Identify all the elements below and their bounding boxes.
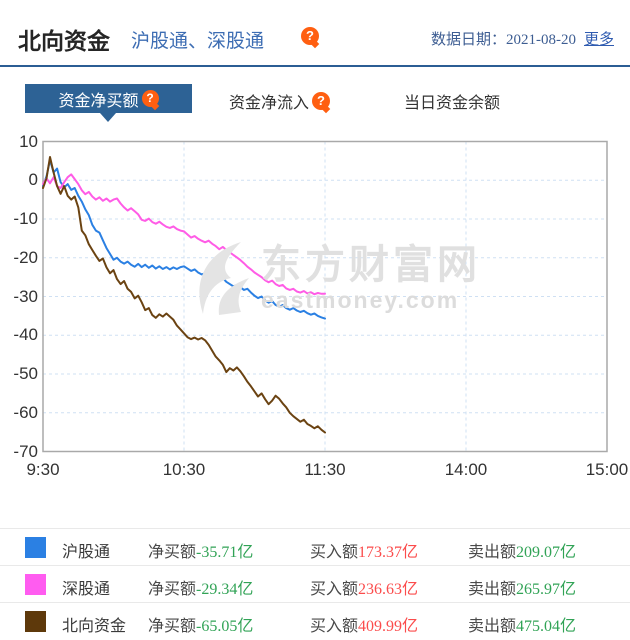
series-line-深股通 (42, 173, 326, 296)
cell-value: 475.04亿 (516, 618, 577, 635)
legend-table: 沪股通 净买额-35.71亿 买入额173.37亿 卖出额209.07亿 深股通 净买额-… (0, 528, 630, 639)
cell-label: 卖出额 (468, 544, 517, 561)
series-line-北向资金 (42, 156, 326, 434)
data-date-label: 数据日期： (430, 31, 506, 48)
cell-value: -65.05亿 (196, 618, 254, 635)
tab-net-buy-help-icon[interactable]: ? (141, 90, 159, 107)
y-tick-label: -70 (13, 441, 38, 461)
y-tick-label: -60 (13, 402, 38, 422)
tab-daily-quota-balance-label: 当日资金余额 (404, 95, 501, 112)
x-tick-label: 14:00 (444, 460, 488, 479)
series-color-swatch (25, 574, 46, 595)
series-name: 深股通 (62, 581, 111, 598)
cell-value: 173.37亿 (358, 544, 419, 561)
cell-label: 净买额 (148, 618, 197, 635)
legend-cell: 卖出额265.97亿 (468, 575, 576, 599)
page-subtitle: 沪股通、深股通 (131, 31, 265, 52)
legend-cell: 卖出额475.04亿 (468, 612, 576, 636)
cell-label: 净买额 (148, 581, 197, 598)
legend-cell: 买入额236.63亿 (310, 575, 418, 599)
legend-row-沪股通: 沪股通 净买额-35.71亿 买入额173.37亿 卖出额209.07亿 (0, 528, 630, 565)
header-help-icon[interactable]: ? (301, 27, 319, 45)
active-tab-arrow-icon (100, 113, 116, 122)
legend-cell: 卖出额209.07亿 (468, 538, 576, 562)
tab-net-buy-amount[interactable]: 资金净买额? (25, 84, 192, 113)
cell-value: 409.99亿 (358, 618, 419, 635)
cell-label: 卖出额 (468, 581, 517, 598)
x-tick-label: 11:30 (304, 460, 346, 479)
tab-net-buy-amount-label: 资金净买额 (58, 92, 139, 110)
tab-net-inflow-label: 资金净流入 (229, 95, 310, 112)
y-tick-label: -50 (13, 364, 38, 383)
y-tick-label: 0 (28, 170, 38, 190)
y-tick-label: 10 (19, 131, 38, 151)
plot-border (42, 140, 608, 453)
x-tick-label: 15:00 (585, 460, 629, 479)
cell-label: 净买额 (148, 544, 197, 561)
legend-cell: 净买额-35.71亿 (148, 538, 253, 562)
page-title: 北向资金 (18, 28, 110, 54)
legend-row-北向资金: 北向资金 净买额-65.05亿 买入额409.99亿 卖出额475.04亿 (0, 602, 630, 639)
more-link[interactable]: 更多 (583, 31, 614, 48)
series-name: 沪股通 (62, 544, 111, 561)
tab-net-inflow[interactable]: 资金净流入? (229, 89, 331, 113)
legend-cell: 净买额-65.05亿 (148, 612, 253, 636)
series-color-swatch (25, 611, 46, 632)
series-name: 北向资金 (62, 618, 127, 635)
legend-cell: 净买额-29.34亿 (148, 575, 253, 599)
cell-label: 买入额 (310, 581, 359, 598)
legend-row-深股通: 深股通 净买额-29.34亿 买入额236.63亿 卖出额265.97亿 (0, 565, 630, 602)
y-tick-label: -20 (13, 247, 38, 267)
cell-label: 买入额 (310, 618, 359, 635)
legend-cell: 买入额409.99亿 (310, 612, 418, 636)
series-line-沪股通 (42, 159, 326, 320)
series-color-swatch (25, 537, 46, 558)
cell-value: -29.34亿 (196, 581, 254, 598)
cell-value: 209.07亿 (516, 544, 577, 561)
y-tick-label: -30 (13, 286, 38, 306)
cell-label: 卖出额 (468, 618, 517, 635)
cell-value: -35.71亿 (196, 544, 254, 561)
legend-cell: 买入额173.37亿 (310, 538, 418, 562)
header-divider (0, 65, 630, 67)
x-tick-label: 9:30 (26, 460, 60, 479)
cell-value: 236.63亿 (358, 581, 419, 598)
tab-net-inflow-help-icon[interactable]: ? (312, 92, 331, 110)
cell-value: 265.97亿 (516, 581, 577, 598)
tab-daily-quota-balance[interactable]: 当日资金余额 (404, 89, 500, 113)
cell-label: 买入额 (310, 544, 359, 561)
data-date-value: 2021-08-20 (505, 32, 576, 48)
y-tick-label: -40 (13, 325, 38, 345)
x-tick-label: 10:30 (162, 460, 206, 479)
y-tick-label: -10 (13, 209, 38, 228)
